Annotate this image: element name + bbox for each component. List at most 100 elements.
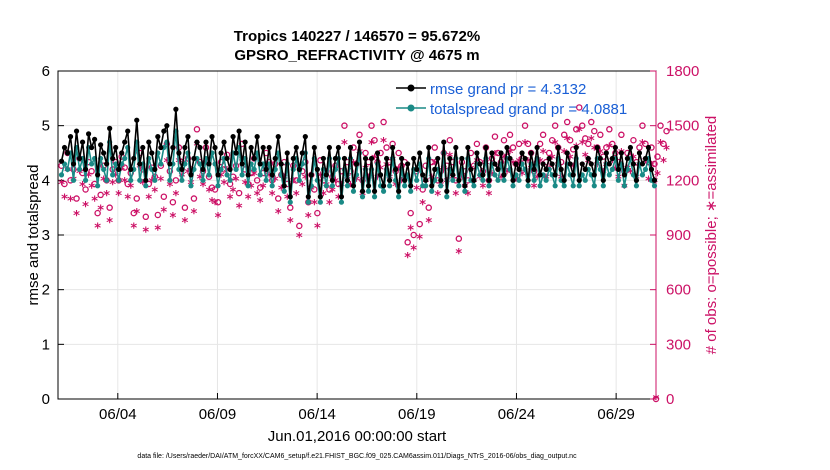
possible-obs-point [657,122,664,129]
assimilated-obs-point: * [278,183,285,198]
y-left-tick-label: 0 [42,391,50,408]
rmse-point [402,177,408,183]
possible-obs-point [380,118,387,126]
possible-obs-point [630,136,637,144]
totalspread-point [380,188,387,194]
rmse-point [212,144,218,151]
assimilated-obs-point: * [582,151,589,166]
possible-obs-point [500,136,508,144]
assimilated-obs-point: * [522,138,529,153]
totalspread-point [257,172,263,178]
rmse-point [248,144,254,151]
rmse-point [465,144,471,151]
assimilated-obs-point: * [109,178,116,193]
possible-obs-point [652,395,660,403]
rmse-point [573,144,579,151]
assimilated-obs-point: * [130,222,137,237]
rmse-point [624,155,631,162]
totalspread-point [281,188,287,194]
assimilated-obs-point: * [531,182,538,197]
totalspread-point [64,166,71,172]
rmse-point [290,155,296,162]
assimilated-obs-point: * [311,198,318,213]
possible-obs-point [407,209,414,217]
rmse-point [338,194,345,200]
assimilated-obs-point: * [501,152,508,167]
assimilated-obs-point: * [314,222,321,237]
rmse-point [182,144,188,151]
assimilated-obs-point: * [206,185,213,200]
possible-obs-point [473,140,481,148]
totalspread-point [317,199,323,205]
rmse-point [609,155,615,162]
totalspread-point [495,177,501,183]
assimilated-obs-point: * [458,173,465,188]
y-axis-right: 0 300 600 900 1200 1500 1800 [650,63,699,408]
rmse-point [546,155,552,162]
possible-obs-point [154,211,162,219]
assimilated-obs-point: * [133,207,140,222]
possible-obs-point [73,195,80,202]
rmse-point [501,172,507,178]
rmse-point [173,106,179,112]
rmse-point [396,188,402,194]
assimilated-obs-point: * [233,174,240,189]
totalspread-point [429,188,435,194]
rmse-point [579,161,585,167]
totalspread-point [116,177,122,183]
totalspread-point [239,172,245,178]
assimilated-obs-point: * [612,163,619,178]
assimilated-obs-point: * [269,189,276,204]
assimilated-obs-point: * [275,207,282,222]
rmse-point [414,166,420,172]
assimilated-obs-point: * [540,147,547,162]
rmse-point [564,150,570,156]
rmse-point [266,144,272,151]
rmse-point [164,123,170,129]
rmse-point [365,183,372,189]
rmse-point [257,161,263,167]
assimilated-obs-point: * [528,163,535,178]
rmse-point [630,161,637,167]
possible-obs-point [356,131,363,139]
rmse-point [206,161,212,167]
rmse-point [543,166,549,172]
rmse-point [269,172,275,178]
assimilated-obs-point: * [106,216,113,231]
chart-title-line2: GPSRO_REFRACTIVITY @ 4675 m [234,47,479,64]
assimilated-obs-point: * [510,158,517,173]
rmse-point [242,139,248,145]
x-tick-label: 06/14 [298,406,336,423]
rmse-point [314,166,320,172]
assimilated-obs-point: * [621,182,628,197]
rmse-point [606,161,612,167]
totalspread-point [110,172,116,178]
totalspread-point [95,183,101,189]
assimilated-obs-point: * [293,189,300,204]
rmse-point [281,183,287,189]
assimilated-obs-point: * [395,163,402,178]
assimilated-obs-point: * [212,198,219,213]
assimilated-obs-point: * [136,162,143,177]
assimilated-obs-point: * [609,156,616,171]
rmse-point [284,150,290,156]
possible-obs-point [660,140,667,148]
possible-obs-point [663,127,670,135]
possible-obs-point [560,131,568,139]
rmse-point [639,161,646,167]
totalspread-point [609,166,615,172]
rmse-point [492,161,498,167]
assimilated-obs-point: * [73,209,80,224]
rmse-point [405,161,411,167]
rmse-point [278,161,284,167]
assimilated-obs-point: * [182,216,189,231]
assimilated-obs-point: * [452,189,459,204]
totalspread-point [58,172,65,178]
possible-obs-point [548,136,556,144]
possible-obs-point [524,140,532,148]
possible-obs-point [341,122,348,129]
totalspread-point [305,199,311,205]
assimilated-obs-point: * [398,176,405,191]
legend-rmse-marker [407,84,415,92]
assimilated-obs-point: * [579,138,586,153]
